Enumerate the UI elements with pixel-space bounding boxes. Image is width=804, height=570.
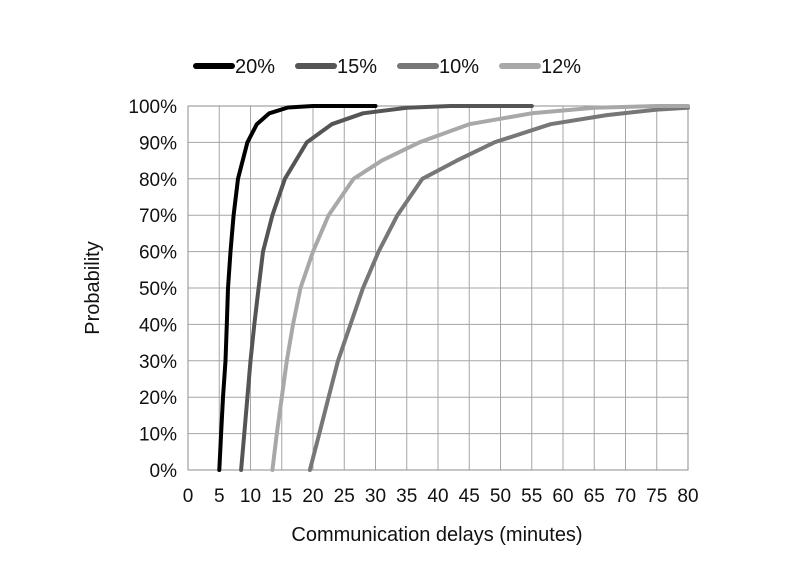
legend-label-4: 12% <box>541 56 581 78</box>
y-tick-label: 90% <box>139 133 177 154</box>
x-tick-label: 70 <box>615 486 636 507</box>
x-tick-label: 30 <box>365 486 386 507</box>
x-tick-label: 5 <box>214 486 225 507</box>
x-tick-label: 0 <box>183 486 194 507</box>
x-tick-label: 80 <box>677 486 698 507</box>
x-tick-label: 55 <box>521 486 542 507</box>
x-tick-label: 75 <box>646 486 667 507</box>
x-tick-label: 10 <box>240 486 261 507</box>
y-tick-label: 60% <box>139 243 177 264</box>
y-tick-label: 70% <box>139 206 177 227</box>
legend: 20% 15% 10% 12% <box>193 56 581 78</box>
legend-label-2: 15% <box>337 56 377 78</box>
x-tick-label: 60 <box>552 486 573 507</box>
x-tick-label: 45 <box>459 486 480 507</box>
series-line-2 <box>239 104 534 472</box>
y-tick-label: 40% <box>139 315 177 336</box>
series-line-4 <box>270 104 690 472</box>
y-tick-label: 50% <box>139 279 177 300</box>
y-tick-label: 10% <box>139 425 177 446</box>
axes: 0% 10% 20% 30% 40% 50% 60% 70% 80% 90% 100% 0 5 10 15 2… <box>128 97 698 507</box>
x-tick-label: 25 <box>334 486 355 507</box>
series-line-3 <box>307 105 690 472</box>
legend-label-1: 20% <box>235 56 275 78</box>
x-tick-label: 65 <box>584 486 605 507</box>
x-tick-label: 40 <box>427 486 448 507</box>
x-tick-label: 15 <box>271 486 292 507</box>
y-tick-label: 80% <box>139 170 177 191</box>
x-axis-label: Communication delays (minutes) <box>291 524 582 546</box>
grid <box>187 105 689 471</box>
series-group <box>217 104 690 472</box>
y-tick-label: 100% <box>128 97 177 118</box>
series-line-1 <box>217 104 378 472</box>
x-tick-label: 35 <box>396 486 417 507</box>
x-tick-label: 50 <box>490 486 511 507</box>
y-axis-label: Probability <box>82 241 104 334</box>
y-tick-label: 20% <box>139 388 177 409</box>
y-tick-label: 0% <box>150 461 178 482</box>
x-tick-label: 20 <box>302 486 323 507</box>
y-tick-label: 30% <box>139 352 177 373</box>
legend-label-3: 10% <box>439 56 479 78</box>
